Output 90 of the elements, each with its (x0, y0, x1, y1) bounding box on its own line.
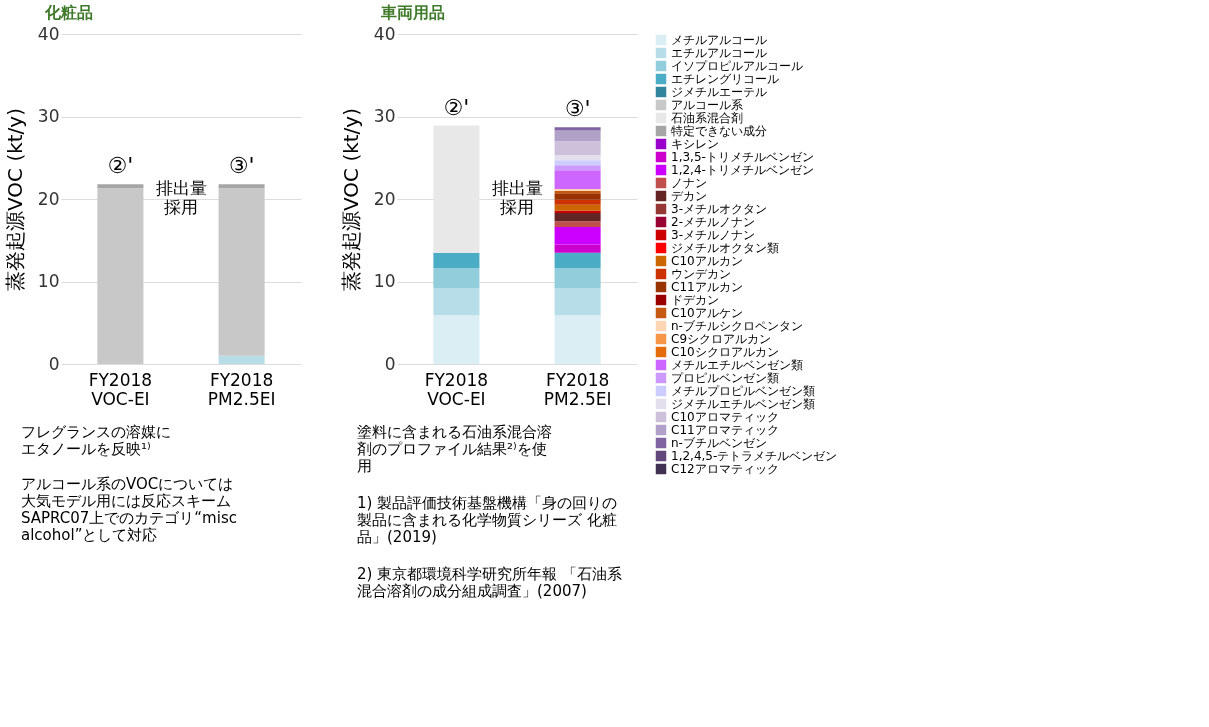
bar (554, 268, 601, 289)
legend-label: 3-メチルノナン (671, 228, 755, 242)
y-tick-label: 20 (37, 188, 60, 209)
bar (554, 170, 601, 190)
text: 1) 製品評価技術基盤機構「身の回りの製品に含まれる化学物質シリーズ 化粧品」(2019) (357, 494, 618, 546)
bar (218, 184, 265, 189)
bar (433, 252, 480, 269)
legend-label: プロピルベンゼン類 (671, 371, 779, 385)
y-tick-label: 30 (37, 106, 60, 126)
legend-label: C12アロマティック (671, 462, 779, 476)
y-axis-title: 蒸発起源VOC (kt/y) (2, 108, 27, 291)
bar (554, 252, 601, 269)
legend-label: キシレン (671, 137, 719, 151)
bar (554, 204, 601, 211)
bar (433, 268, 480, 289)
legend-label: ウンデカン (671, 267, 731, 281)
legend-label: メチルアルコール (671, 33, 767, 47)
legend-label: 特定できない成分 (671, 124, 767, 138)
x-tick-label: FY2018 PM2.5EI (207, 369, 276, 409)
legend-label: C10アルケン (671, 306, 743, 320)
bar (554, 315, 601, 364)
bar (554, 141, 601, 156)
bar (97, 184, 144, 189)
legend-label: イソプロピルアルコール (671, 59, 803, 73)
bar (218, 355, 265, 364)
text: 塗料に含まれる石油系混合溶剤のプロファイル結果²⁾を使用 (357, 423, 552, 475)
y-tick-label: 0 (384, 353, 396, 374)
legend-label: 1,2,4,5-テトラメチルベンゼン (671, 449, 838, 463)
bar (554, 213, 601, 222)
legend-label: メチルエチルベンゼン類 (671, 358, 803, 372)
bar (554, 130, 601, 142)
legend-label: 1,3,5-トリメチルベンゼン (671, 150, 814, 164)
text: フレグランスの溶媒にエタノールを反映¹⁾ (21, 423, 171, 458)
x-tick-label: FY2018 VOC-EI (424, 369, 489, 409)
legend-label: C10アルカン (671, 254, 743, 268)
y-tick-label: 20 (373, 188, 396, 209)
legend-label: C10シクロアルカン (671, 345, 779, 359)
bar (554, 155, 601, 161)
legend-label: エチルアルコール (671, 46, 767, 60)
y-tick-label: 40 (373, 23, 396, 44)
x-tick-label: FY2018 PM2.5EI (543, 369, 612, 409)
legend-label: ジメチルエーテル (671, 85, 767, 99)
legend-label: デカン (671, 189, 707, 203)
y-axis-title: 蒸発起源VOC (kt/y) (338, 108, 363, 291)
legend-label: ジメチルオクタン類 (671, 241, 779, 255)
legend-label: n-ブチルシクロペンタン (671, 319, 803, 333)
bar (433, 315, 480, 364)
bar (554, 288, 601, 316)
legend-label: 石油系混合剤 (671, 111, 743, 125)
y-tick-label: 30 (373, 106, 396, 126)
bar (554, 227, 601, 245)
legend-label: アルコール系 (671, 98, 743, 112)
legend-label: C11アルカン (671, 280, 743, 294)
text: 2) 東京都環境科学研究所年報 「石油系混合溶剤の成分組成調査」(2007) (357, 565, 622, 600)
y-tick-label: 40 (37, 23, 60, 44)
legend-label: ジメチルエチルベンゼン類 (671, 397, 815, 411)
annotation: ②' (107, 153, 134, 179)
y-tick-label: 10 (37, 271, 60, 291)
chart-title: 化粧品 (44, 3, 94, 22)
bar (554, 193, 601, 200)
y-tick-label: 10 (373, 271, 396, 291)
bar (218, 188, 265, 356)
bar (554, 221, 601, 228)
annotation: 排出量採用 (155, 178, 207, 218)
x-tick-label: FY2018 VOC-EI (88, 369, 153, 409)
legend-label: 2-メチルノナン (671, 215, 755, 229)
annotation: 排出量採用 (491, 178, 543, 218)
chart-title: 車両用品 (380, 3, 446, 22)
text: アルコール系のVOCについては大気モデル用には反応スキームSAPRC07上でのカテゴリ“misc alcohol”として対応 (21, 475, 237, 544)
legend-label: C9シクロアルカン (671, 332, 772, 346)
legend-label: n-ブチルベンゼン (671, 436, 767, 450)
legend-label: ドデカン (671, 293, 719, 307)
bar (433, 288, 480, 316)
annotation: ③' (228, 153, 255, 179)
bar (554, 165, 601, 171)
annotation: ②' (443, 94, 470, 120)
annotation: ③' (564, 96, 591, 122)
legend-label: C11アロマティック (671, 423, 779, 437)
bar (554, 244, 601, 253)
legend-label: C10アロマティック (671, 410, 779, 424)
legend-label: メチルプロピルベンゼン類 (671, 384, 815, 398)
legend-label: ノナン (671, 176, 707, 190)
bar (554, 199, 601, 205)
legend-label: 3-メチルオクタン (671, 202, 767, 216)
legend-label: 1,2,4-トリメチルベンゼン (671, 163, 814, 177)
y-tick-label: 0 (48, 353, 60, 374)
bar (554, 127, 601, 131)
bar (97, 188, 144, 364)
bar (554, 160, 601, 166)
legend-label: エチレングリコール (671, 72, 779, 86)
